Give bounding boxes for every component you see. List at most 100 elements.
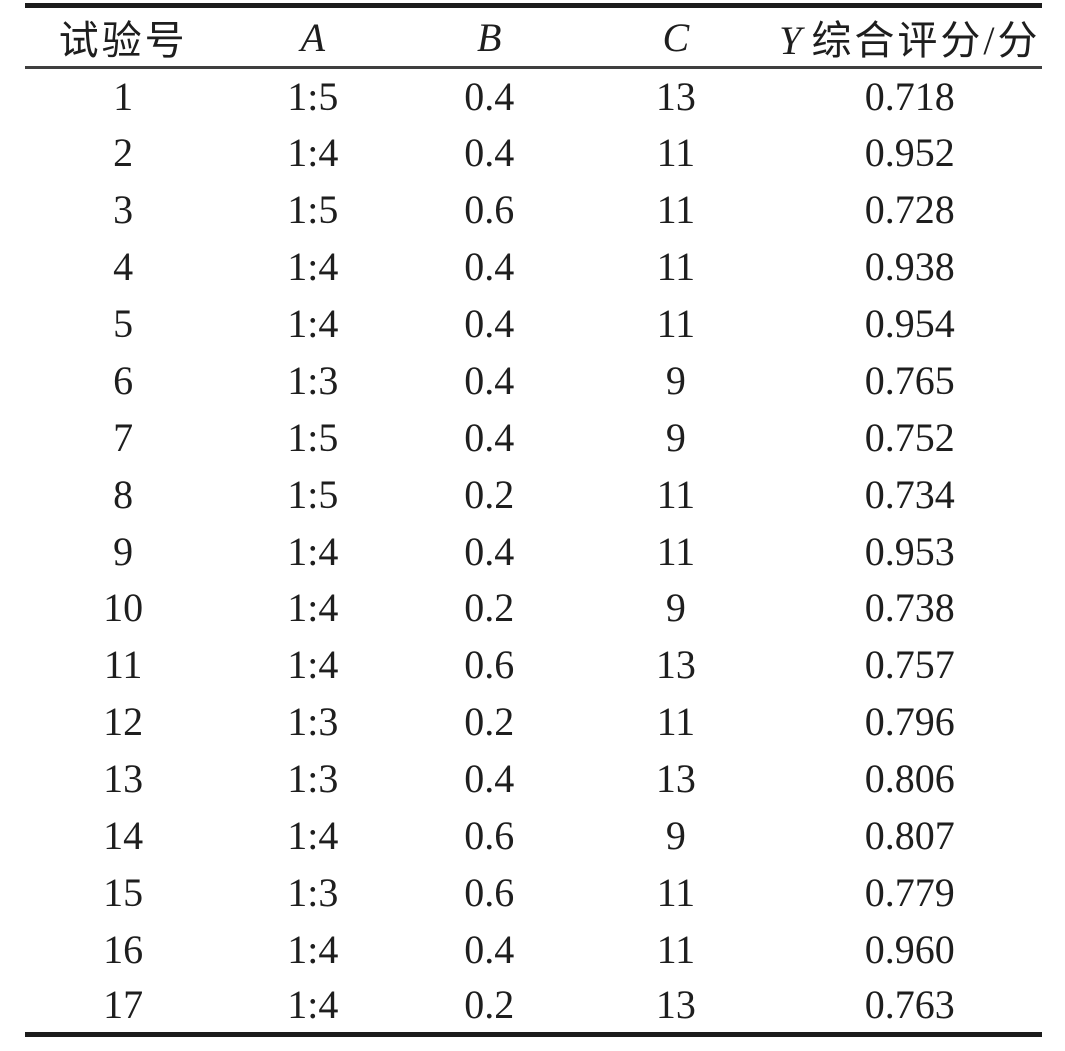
table-row: 3 1:5 0.6 11 0.728 xyxy=(25,181,1042,238)
trial-number-cell: 8 xyxy=(113,471,134,517)
factor-b-cell: 0.4 xyxy=(464,74,515,120)
factor-c-cell: 9 xyxy=(665,813,686,859)
score-y-cell: 0.765 xyxy=(864,357,955,403)
table-row: 16 1:4 0.4 11 0.960 xyxy=(25,921,1042,978)
trial-number-cell: 9 xyxy=(113,528,134,574)
factor-a-cell: 1:4 xyxy=(287,130,339,176)
table-row: 2 1:4 0.4 11 0.952 xyxy=(25,124,1042,181)
table-row: 13 1:3 0.4 13 0.806 xyxy=(25,750,1042,807)
trial-number-cell: 13 xyxy=(103,756,144,802)
factor-b-cell: 0.6 xyxy=(464,642,515,688)
header-trial-number: 试验号 xyxy=(25,5,222,69)
factor-a-cell: 1:4 xyxy=(287,926,339,972)
table-header: 试验号 A B C Y 综合评分/分 xyxy=(25,5,1042,69)
score-y-cell: 0.752 xyxy=(864,414,955,460)
table-row: 8 1:5 0.2 11 0.734 xyxy=(25,466,1042,523)
header-score-y-symbol: Y xyxy=(779,18,802,63)
factor-b-cell: 0.6 xyxy=(464,813,515,859)
factor-b-cell: 0.2 xyxy=(464,585,515,631)
score-y-cell: 0.718 xyxy=(864,74,955,120)
trial-number-cell: 1 xyxy=(113,74,134,120)
factor-c-cell: 9 xyxy=(665,414,686,460)
score-y-cell: 0.807 xyxy=(864,813,955,859)
factor-c-cell: 11 xyxy=(656,471,696,517)
factor-b-cell: 0.6 xyxy=(464,869,515,915)
table-row: 9 1:4 0.4 11 0.953 xyxy=(25,523,1042,580)
score-y-cell: 0.938 xyxy=(864,244,955,290)
table-row: 1 1:5 0.4 13 0.718 xyxy=(25,68,1042,125)
table-row: 11 1:4 0.6 13 0.757 xyxy=(25,636,1042,693)
trial-number-cell: 15 xyxy=(103,869,144,915)
factor-c-cell: 11 xyxy=(656,130,696,176)
trial-number-cell: 7 xyxy=(113,414,134,460)
factor-b-cell: 0.6 xyxy=(464,187,515,233)
factor-a-cell: 1:4 xyxy=(287,585,339,631)
factor-c-cell: 9 xyxy=(665,357,686,403)
header-row: 试验号 A B C Y 综合评分/分 xyxy=(25,5,1042,69)
header-factor-c: C xyxy=(574,5,778,69)
factor-a-cell: 1:5 xyxy=(287,74,339,120)
header-factor-a-label: A xyxy=(300,14,325,60)
table-body: 1 1:5 0.4 13 0.718 2 1:4 0.4 11 0.952 3 … xyxy=(25,68,1042,1035)
table-row: 4 1:4 0.4 11 0.938 xyxy=(25,238,1042,295)
factor-c-cell: 11 xyxy=(656,699,696,745)
factor-b-cell: 0.2 xyxy=(464,699,515,745)
factor-b-cell: 0.4 xyxy=(464,244,515,290)
factor-b-cell: 0.4 xyxy=(464,926,515,972)
factor-b-cell: 0.4 xyxy=(464,414,515,460)
table-row: 6 1:3 0.4 9 0.765 xyxy=(25,352,1042,409)
factor-a-cell: 1:4 xyxy=(287,982,339,1028)
orthogonal-test-results-table: 试验号 A B C Y 综合评分/分 1 1:5 0.4 13 0.718 xyxy=(25,3,1042,1038)
factor-a-cell: 1:3 xyxy=(287,699,339,745)
factor-c-cell: 13 xyxy=(655,756,696,802)
trial-number-cell: 11 xyxy=(103,642,143,688)
header-score-y-label: 综合评分/分 xyxy=(811,18,1041,63)
trial-number-cell: 12 xyxy=(103,699,144,745)
factor-b-cell: 0.4 xyxy=(464,301,515,346)
table-row: 12 1:3 0.2 11 0.796 xyxy=(25,693,1042,750)
score-y-cell: 0.757 xyxy=(864,642,955,688)
trial-number-cell: 2 xyxy=(113,130,134,176)
factor-a-cell: 1:3 xyxy=(287,869,339,915)
table-row: 15 1:3 0.6 11 0.779 xyxy=(25,864,1042,921)
trial-number-cell: 16 xyxy=(103,926,144,972)
score-y-cell: 0.738 xyxy=(864,585,955,631)
factor-c-cell: 11 xyxy=(656,869,696,915)
factor-c-cell: 13 xyxy=(655,642,696,688)
score-y-cell: 0.728 xyxy=(864,187,955,233)
factor-c-cell: 9 xyxy=(665,585,686,631)
factor-a-cell: 1:4 xyxy=(287,244,339,290)
factor-a-cell: 1:3 xyxy=(287,756,339,802)
factor-a-cell: 1:5 xyxy=(287,187,339,233)
table-row: 14 1:4 0.6 9 0.807 xyxy=(25,807,1042,864)
factor-b-cell: 0.4 xyxy=(464,528,515,574)
trial-number-cell: 3 xyxy=(113,187,134,233)
score-y-cell: 0.734 xyxy=(864,471,955,517)
score-y-cell: 0.763 xyxy=(864,982,955,1028)
trial-number-cell: 10 xyxy=(103,585,144,631)
score-y-cell: 0.960 xyxy=(864,926,955,972)
factor-c-cell: 11 xyxy=(656,301,696,346)
factor-c-cell: 13 xyxy=(655,982,696,1028)
factor-c-cell: 11 xyxy=(656,244,696,290)
score-y-cell: 0.954 xyxy=(864,301,955,346)
score-y-cell: 0.953 xyxy=(864,528,955,574)
header-factor-b-label: B xyxy=(477,14,502,60)
header-factor-c-label: C xyxy=(662,14,690,60)
factor-a-cell: 1:4 xyxy=(287,528,339,574)
factor-b-cell: 0.2 xyxy=(464,471,515,517)
factor-a-cell: 1:5 xyxy=(287,414,339,460)
trial-number-cell: 5 xyxy=(113,301,134,346)
table-row: 10 1:4 0.2 9 0.738 xyxy=(25,580,1042,637)
header-trial-number-label: 试验号 xyxy=(58,18,188,63)
factor-c-cell: 11 xyxy=(656,528,696,574)
table-row: 7 1:5 0.4 9 0.752 xyxy=(25,409,1042,466)
factor-b-cell: 0.4 xyxy=(464,130,515,176)
trial-number-cell: 14 xyxy=(103,813,144,859)
factor-c-cell: 11 xyxy=(656,926,696,972)
factor-b-cell: 0.2 xyxy=(464,982,515,1028)
factor-a-cell: 1:3 xyxy=(287,357,339,403)
table-row: 5 1:4 0.4 11 0.954 xyxy=(25,295,1042,352)
table-row: 17 1:4 0.2 13 0.763 xyxy=(25,978,1042,1035)
